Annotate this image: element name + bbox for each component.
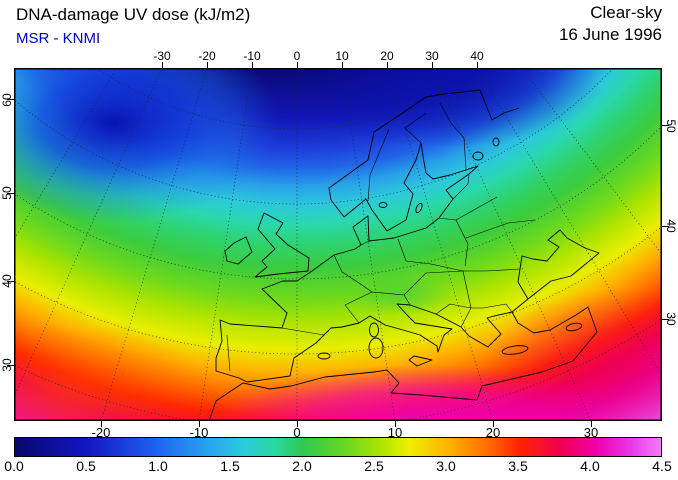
tick-mark <box>394 421 396 427</box>
lon-tick-label-top: 20 <box>380 49 394 63</box>
tick-mark <box>7 280 14 282</box>
lon-tick-label-top: 0 <box>293 49 301 63</box>
lon-tick-label-bottom: 30 <box>583 425 599 440</box>
lat-tick-label-right: 30 <box>664 312 678 326</box>
country-borders <box>226 102 536 372</box>
colorbar-tick-label: 4.0 <box>580 458 600 474</box>
tick-mark <box>7 364 14 366</box>
tick-mark <box>431 62 433 68</box>
tick-mark <box>251 62 253 68</box>
map-canvas <box>14 68 662 421</box>
colorbar-gradient <box>14 437 662 457</box>
colorbar-tick-label: 0.5 <box>76 458 96 474</box>
lon-tick-label-top: 30 <box>425 49 439 63</box>
tick-mark <box>341 62 343 68</box>
colorbar-tick-label: 1.0 <box>148 458 168 474</box>
lon-tick-label-bottom: 20 <box>485 425 501 440</box>
colorbar-tick-label: 0.0 <box>4 458 24 474</box>
lat-tick-label-right: 40 <box>664 219 678 234</box>
tick-mark <box>476 62 478 68</box>
tick-mark <box>662 318 669 320</box>
lon-tick-label-top: -30 <box>153 49 171 63</box>
tick-mark <box>198 421 200 427</box>
lat-tick-label-left: 50 <box>0 186 14 201</box>
lon-tick-label-top: 10 <box>335 49 349 63</box>
lon-tick-label-bottom: 0 <box>293 425 301 440</box>
tick-mark <box>100 421 102 427</box>
tick-mark <box>662 225 669 227</box>
tick-mark <box>206 62 208 68</box>
lat-tick-label-left: 60 <box>0 93 14 107</box>
lon-tick-label-top: -10 <box>243 49 261 63</box>
tick-mark <box>662 125 669 127</box>
tick-mark <box>161 62 163 68</box>
uv-field-anomalies <box>14 68 662 421</box>
source-label: MSR - KNMI <box>16 30 101 47</box>
colorbar-tick-label: 3.0 <box>436 458 456 474</box>
lon-tick-label-bottom: -10 <box>189 425 209 440</box>
lon-tick-label-top: 40 <box>470 49 484 63</box>
tick-mark <box>386 62 388 68</box>
lat-tick-label-left: 40 <box>0 274 14 288</box>
tick-mark <box>7 192 14 194</box>
colorbar-tick-label: 2.5 <box>364 458 384 474</box>
page-title: DNA-damage UV dose (kJ/m2) <box>16 5 251 24</box>
colorbar-tick-label: 2.0 <box>292 458 312 474</box>
lat-tick-label-left: 30 <box>0 358 14 373</box>
colorbar-tick-label: 1.5 <box>220 458 240 474</box>
lon-tick-label-top: -20 <box>198 49 216 63</box>
colorbar-tick-label: 3.5 <box>508 458 528 474</box>
graticule <box>14 68 662 421</box>
lon-tick-label-bottom: 10 <box>387 425 403 440</box>
lon-tick-label-bottom: -20 <box>91 425 111 440</box>
tick-mark <box>492 421 494 427</box>
map-frame <box>14 68 662 421</box>
coastlines <box>208 89 600 421</box>
tick-mark <box>296 421 298 427</box>
tick-mark <box>7 99 14 101</box>
tick-mark <box>296 62 298 68</box>
tick-mark <box>590 421 592 427</box>
colorbar-tick-label: 4.5 <box>652 458 672 474</box>
lat-tick-label-right: 50 <box>664 118 678 133</box>
condition-label: Clear-sky <box>590 3 662 22</box>
date-label: 16 June 1996 <box>558 25 662 44</box>
